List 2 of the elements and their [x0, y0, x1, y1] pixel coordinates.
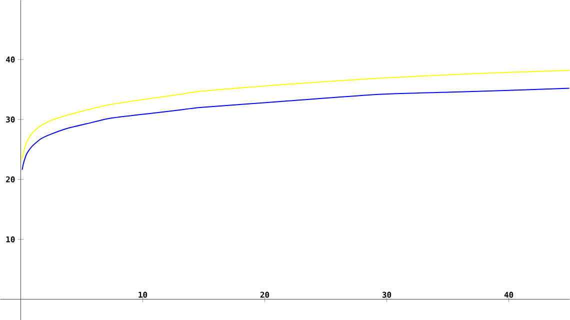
line-series — [22, 88, 570, 170]
line-series — [22, 70, 570, 160]
